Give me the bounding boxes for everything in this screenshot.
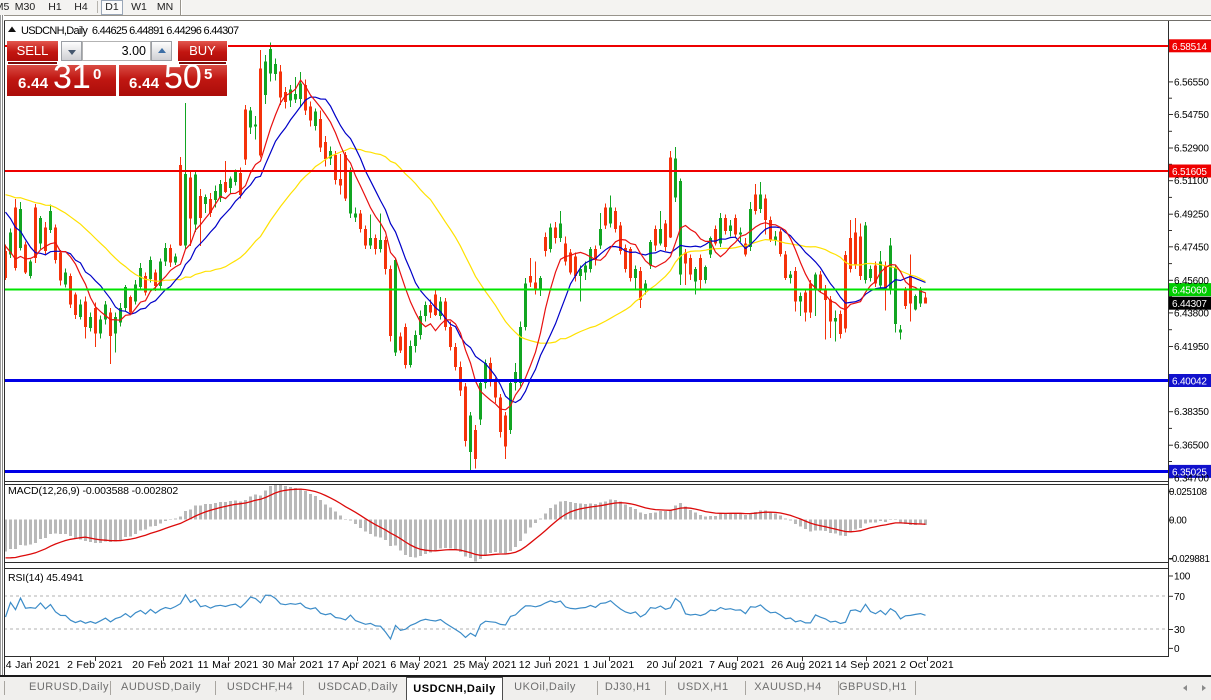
svg-text:7 Aug 2021: 7 Aug 2021 <box>709 659 765 671</box>
svg-text:26 Aug 2021: 26 Aug 2021 <box>771 659 833 671</box>
svg-text:1 Jul 2021: 1 Jul 2021 <box>584 659 635 671</box>
svg-text:0.00: 0.00 <box>1169 516 1187 527</box>
svg-text:2 Oct 2021: 2 Oct 2021 <box>900 659 954 671</box>
svg-text:11 Mar 2021: 11 Mar 2021 <box>198 659 259 671</box>
svg-text:6.44307: 6.44307 <box>1172 299 1207 310</box>
svg-text:25 May 2021: 25 May 2021 <box>453 659 516 671</box>
svg-text:17 Apr 2021: 17 Apr 2021 <box>327 659 386 671</box>
svg-text:100: 100 <box>1174 572 1191 583</box>
svg-text:6.56550: 6.56550 <box>1174 77 1209 88</box>
svg-text:14 Sep 2021: 14 Sep 2021 <box>835 659 897 671</box>
svg-text:6.45600: 6.45600 <box>1174 276 1209 287</box>
svg-text:12 Jun 2021: 12 Jun 2021 <box>519 659 580 671</box>
svg-text:6 May 2021: 6 May 2021 <box>390 659 447 671</box>
svg-text:14 Jan 2021: 14 Jan 2021 <box>0 659 60 671</box>
svg-text:6.49250: 6.49250 <box>1174 210 1209 221</box>
svg-text:30 Mar 2021: 30 Mar 2021 <box>262 659 324 671</box>
svg-text:6.51605: 6.51605 <box>1172 167 1207 178</box>
svg-text:70: 70 <box>1174 592 1185 603</box>
svg-text:6.47450: 6.47450 <box>1174 242 1209 253</box>
svg-text:RSI(14) 45.4941: RSI(14) 45.4941 <box>8 572 84 584</box>
svg-text:20 Jul 2021: 20 Jul 2021 <box>646 659 703 671</box>
svg-text:6.54750: 6.54750 <box>1174 110 1209 121</box>
svg-text:6.41950: 6.41950 <box>1174 342 1209 353</box>
svg-text:6.36500: 6.36500 <box>1174 441 1209 452</box>
svg-text:0: 0 <box>1174 644 1180 655</box>
svg-text:0.025108: 0.025108 <box>1169 487 1207 498</box>
svg-text:6.35025: 6.35025 <box>1172 467 1207 478</box>
svg-text:-0.029881: -0.029881 <box>1169 554 1209 565</box>
svg-text:MACD(12,26,9) -0.003588 -0.002: MACD(12,26,9) -0.003588 -0.002802 <box>8 485 178 497</box>
svg-text:6.58514: 6.58514 <box>1172 42 1207 53</box>
svg-text:6.34700: 6.34700 <box>1174 473 1209 484</box>
svg-text:6.43800: 6.43800 <box>1174 308 1209 319</box>
svg-text:6.45060: 6.45060 <box>1172 286 1207 297</box>
svg-text:20 Feb 2021: 20 Feb 2021 <box>132 659 194 671</box>
svg-text:30: 30 <box>1174 625 1185 636</box>
svg-text:6.38350: 6.38350 <box>1174 407 1209 418</box>
svg-text:6.52900: 6.52900 <box>1174 144 1209 155</box>
svg-text:6.40042: 6.40042 <box>1172 377 1207 388</box>
svg-text:6.51100: 6.51100 <box>1174 176 1209 187</box>
svg-text:USDCNH,Daily 6.44625 6.44891: USDCNH,Daily 6.44625 6.44891 6.44296 6.4… <box>21 25 239 37</box>
svg-text:2 Feb 2021: 2 Feb 2021 <box>67 659 123 671</box>
